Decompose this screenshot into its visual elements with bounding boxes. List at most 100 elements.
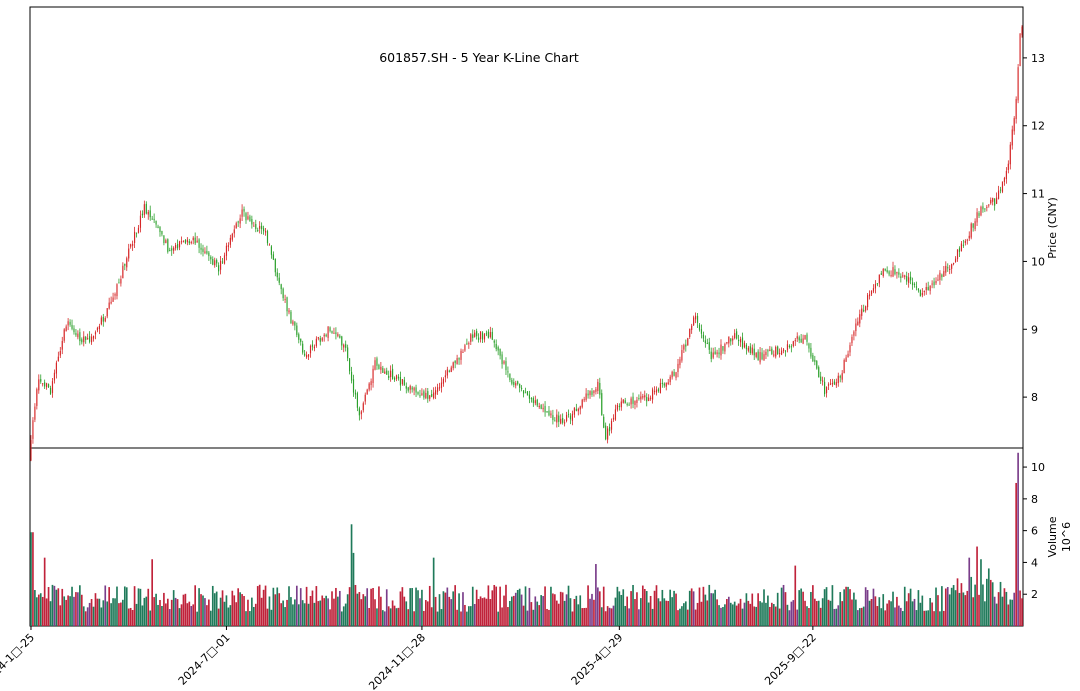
volume-bar (520, 594, 523, 626)
candle-body (939, 272, 941, 280)
candle-body (485, 333, 488, 335)
candle-body (565, 415, 568, 421)
volume-bar (233, 595, 236, 626)
candle-body (884, 268, 886, 271)
candle-body (38, 379, 40, 391)
volume-bar (712, 593, 715, 626)
candle-body (77, 333, 79, 338)
volume-bar (125, 587, 128, 626)
candle-body (53, 372, 56, 381)
volume-bar (468, 606, 470, 626)
candle-body (646, 397, 648, 402)
volume-bar (598, 591, 601, 626)
candle-body (282, 288, 284, 299)
candle-body (474, 332, 476, 337)
candle-body (247, 216, 249, 220)
candle-body (1013, 118, 1015, 132)
candle-body (44, 382, 46, 387)
candle-body (949, 268, 951, 270)
volume-bar (317, 601, 320, 626)
volume-bar (808, 608, 810, 626)
volume-bar (309, 595, 312, 626)
candle-body (800, 338, 802, 343)
volume-bar (423, 610, 425, 626)
candle-body (835, 382, 837, 386)
candle-body (235, 223, 237, 229)
volume-bar (262, 589, 265, 626)
volume-bar (204, 598, 206, 626)
candle-body (270, 246, 272, 255)
volume-bar (767, 595, 769, 626)
candle-body (124, 263, 126, 266)
volume-bar (59, 605, 62, 626)
candle-body (554, 420, 556, 422)
candle-body (655, 389, 658, 393)
candle-body (401, 379, 403, 385)
volume-bar (182, 594, 185, 626)
volume-bar (39, 593, 42, 626)
volume-bar (43, 557, 46, 626)
volume-bar (1007, 604, 1010, 626)
candle-body (577, 408, 579, 412)
volume-bar (823, 589, 826, 626)
volume-bar (518, 588, 521, 626)
volume-bar (407, 609, 410, 626)
price-tick-label: 10 (1031, 255, 1045, 268)
candle-body (945, 265, 947, 273)
candle-body (651, 389, 654, 400)
volume-bar (927, 610, 930, 626)
volume-bar (79, 585, 81, 626)
candle-body (87, 338, 89, 340)
candle-body (792, 341, 794, 347)
candle-body (302, 343, 304, 353)
candle-body (591, 391, 593, 395)
candle-body (650, 397, 652, 399)
candle-body (462, 351, 464, 353)
candle-body (996, 197, 998, 204)
candle-body (511, 379, 513, 384)
candle-body (294, 322, 296, 326)
volume-bar (403, 596, 406, 626)
volume-bar (524, 586, 527, 626)
volume-bar (559, 591, 562, 626)
volume-bar (321, 595, 324, 626)
volume-bar (286, 599, 288, 626)
candle-body (614, 409, 617, 420)
candle-body (567, 413, 570, 415)
volume-bar (968, 557, 971, 626)
volume-bar (82, 606, 85, 626)
candle-body (483, 334, 486, 340)
volume-bar (223, 601, 226, 626)
candle-body (435, 390, 437, 395)
volume-bar (145, 596, 148, 626)
volume-bar (491, 590, 494, 626)
candle-body (452, 362, 454, 369)
candle-body (497, 347, 499, 351)
volume-bar (235, 602, 238, 626)
candle-body (1011, 129, 1013, 146)
candle-body (59, 351, 61, 356)
volume-bar (884, 610, 887, 626)
price-axis-label: Price (CNY) (1046, 197, 1059, 259)
volume-bar (493, 584, 496, 626)
candle-body (440, 382, 443, 388)
volume-bar (36, 597, 38, 626)
volume-bar (206, 605, 208, 626)
volume-tick-label: 6 (1031, 525, 1038, 538)
candle-body (943, 271, 945, 277)
candle-body (167, 239, 169, 252)
candle-body (958, 248, 961, 252)
volume-bar (63, 596, 66, 626)
candle-body (526, 391, 529, 396)
candle-body (47, 384, 50, 388)
volume-bar (231, 590, 234, 626)
candle-body (317, 337, 319, 339)
candle-body (931, 283, 933, 285)
candle-body (431, 393, 433, 397)
volume-bar (360, 599, 363, 626)
candle-body (863, 309, 865, 312)
candle-body (601, 393, 603, 416)
candle-body (849, 345, 851, 353)
volume-bars (30, 452, 1023, 626)
candle-body (278, 277, 280, 283)
